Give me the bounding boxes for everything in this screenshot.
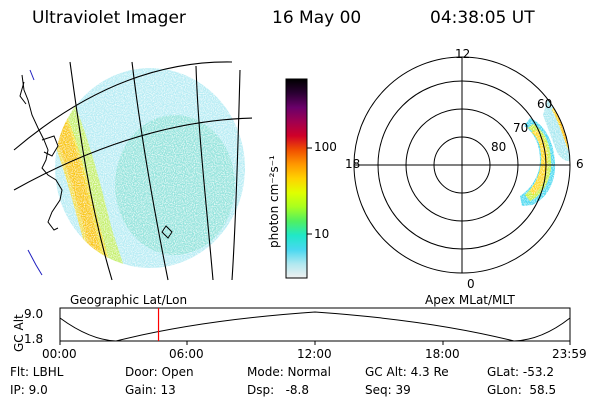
mlt-label-right: 6 [576,157,584,171]
mlt-label-bottom: 0 [467,277,475,291]
map-label: Geographic Lat/Lon [70,293,188,307]
mlt-label-left: 18 [345,157,361,171]
polar-label: Apex MLat/MLT [425,293,515,307]
colorbar-rect [285,78,308,279]
info-flt: Flt: LBHL [10,365,64,379]
info-gain: Gain: 13 [125,383,176,397]
polar-plot [353,56,571,274]
info-door: Door: Open [125,365,194,379]
mlt-label-top: 12 [455,47,471,61]
time-label: 04:38:05 UT [430,8,535,28]
altitude-curve [59,311,571,342]
info-mode: Mode: Normal [247,365,331,379]
timeline-x-tick-0: 00:00 [42,347,77,361]
info-ip: IP: 9.0 [10,383,48,397]
colorbar-unit-label: photon cm⁻²s⁻¹ [267,155,281,248]
timeline-x-tick-1: 06:00 [169,347,204,361]
timeline-y-top: 9.0 [24,307,44,321]
info-dsp: Dsp: -8.8 [247,383,310,397]
info-seq: Seq: 39 [365,383,411,397]
timeline-x-tick-3: 18:00 [425,347,460,361]
timeline-y-bottom: 1.8 [24,332,44,346]
political-borders [27,69,43,276]
mlat-label-70: 70 [513,121,529,135]
polar-grid [353,56,571,274]
coastline [19,74,173,239]
mlat-label-60: 60 [537,97,553,111]
info-glat: GLat: -53.2 [487,365,554,379]
uv-image-disk [55,68,245,268]
timeline-ticks [59,341,571,345]
info-gcalt: GC Alt: 4.3 Re [365,365,449,379]
timeline-plot [59,307,571,345]
colorbar-tick-100: 100 [314,140,337,154]
app-title: Ultraviolet Imager [32,8,186,28]
colorbar-tick-10: 10 [314,227,330,241]
timeline-x-tick-2: 12:00 [297,347,332,361]
date-label: 16 May 00 [272,8,362,28]
geo-grid [13,61,252,281]
info-glon: GLon: 58.5 [487,383,557,397]
timeline-x-tick-4: 23:59 [552,347,587,361]
mlat-label-80: 80 [491,140,507,154]
colorbar [285,78,312,279]
